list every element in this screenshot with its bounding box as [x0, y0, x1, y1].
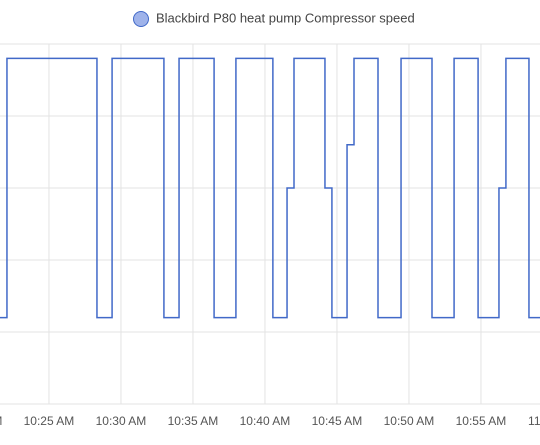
legend-marker[interactable] [133, 11, 149, 27]
x-tick-label: 11:00 AM [528, 414, 540, 428]
x-tick-label: 10:55 AM [456, 414, 507, 428]
x-tick-label: 10:45 AM [312, 414, 363, 428]
x-tick-label: 10:20 AM [0, 414, 2, 428]
x-tick-label: 10:25 AM [24, 414, 75, 428]
legend[interactable]: Blackbird P80 heat pump Compressor speed [133, 10, 415, 27]
series-line [0, 57, 540, 319]
grid [0, 43, 540, 405]
x-tick-label: 10:50 AM [384, 414, 435, 428]
x-tick-label: 10:30 AM [96, 414, 147, 428]
x-tick-label: 10:40 AM [240, 414, 291, 428]
legend-label[interactable]: Blackbird P80 heat pump Compressor speed [156, 10, 415, 25]
x-tick-label: 10:35 AM [168, 414, 219, 428]
